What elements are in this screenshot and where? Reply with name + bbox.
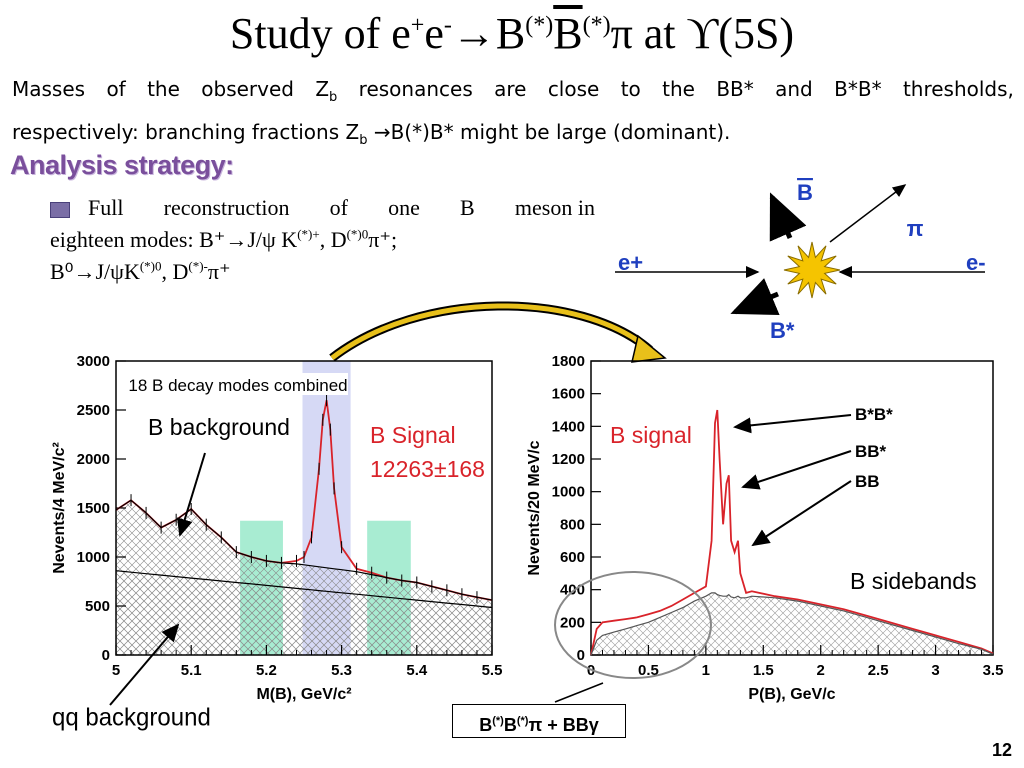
bbstar-pointer (741, 450, 852, 490)
qq-background-hatch (116, 570, 492, 655)
bullet-word: B (460, 195, 475, 220)
x-tick-label: 1 (702, 662, 710, 679)
eminus-label: e- (966, 250, 986, 275)
y-tick-label: 2000 (77, 451, 110, 468)
intro-word: and (775, 77, 813, 101)
bullet-square-icon (50, 201, 70, 218)
y-tick-label: 1000 (552, 484, 585, 501)
analysis-strategy-heading: Analysis strategy: (10, 150, 234, 180)
mass-distribution-chart: 5 5.1 5.2 5.3 5.4 5.5 0 500 1000 1500 2000 2500 3000… (51, 353, 503, 706)
background-pointer-arrow (177, 452, 206, 537)
x-tick-label: 5.5 (482, 662, 503, 679)
x-axis-label: P(B), GeV/c (748, 686, 835, 703)
x-tick-label: 5.3 (331, 662, 352, 679)
intro-word: BB* (716, 77, 754, 101)
bullet-word: Full (50, 192, 123, 224)
x-tick-label: 3.5 (983, 662, 1004, 679)
series-line-0 (590, 409, 994, 656)
y-tick-label: 1200 (552, 451, 585, 468)
zb-symbol: Zb (315, 77, 338, 105)
y-tick-label: 0 (102, 647, 110, 664)
intro-word: are (494, 77, 527, 101)
x-tick-label: 1.5 (753, 662, 774, 679)
x-tick-label: 2.5 (868, 662, 889, 679)
bb-pi-box: B(*)B(*)π + BBγ (452, 704, 626, 738)
eplus-label: e+ (618, 250, 643, 275)
y-tick-label: 200 (560, 614, 585, 631)
bb-label: BB (855, 472, 880, 491)
y-tick-label: 500 (85, 598, 110, 615)
x-tick-label: 5 (112, 662, 120, 679)
y-tick-label: 1600 (552, 386, 585, 403)
intro-word: the (147, 77, 180, 101)
b-background-label: B background (148, 414, 290, 440)
bbar-label: B (797, 180, 813, 205)
intro-word: to (620, 77, 641, 101)
y-axis-label: Nevents/4 MeV/c² (51, 442, 68, 574)
y-tick-label: 1500 (77, 500, 110, 517)
series-line-2 (115, 570, 493, 609)
y-tick-label: 2500 (77, 402, 110, 419)
bb-pointer (751, 480, 852, 547)
b-signal-label: B signal (610, 422, 692, 448)
x-tick-label: 5.1 (181, 662, 202, 679)
bbar-arrow (769, 192, 807, 242)
low-momentum-ellipse (554, 571, 712, 679)
intro-text: Masses of the observed Zb resonances are close t… (12, 72, 1014, 158)
intro-word: the (662, 77, 695, 101)
intro-word: B*B* (834, 77, 882, 101)
intro-word: of (106, 77, 126, 101)
intro-word: close (547, 77, 600, 101)
bstarbstar-label: B*B* (855, 405, 893, 424)
x-tick-label: 2 (817, 662, 825, 679)
b-signal-label: B Signal (370, 422, 456, 448)
bullet-word: of (329, 195, 348, 220)
intro-word: thresholds, (902, 77, 1014, 101)
intro-word: Masses (12, 77, 86, 101)
bstar-arrow (730, 278, 780, 316)
x-tick-label: 3 (931, 662, 939, 679)
y-axis-label: Nevents/20 MeV/c (526, 440, 543, 575)
signal-yield-label: 12263±168 (370, 456, 485, 482)
series-line-1 (590, 592, 994, 656)
intro-word: observed (201, 77, 294, 101)
modes-label-bg (128, 373, 348, 395)
y-tick-label: 800 (560, 516, 585, 533)
bstar-label: B* (770, 318, 795, 343)
y-tick-label: 3000 (77, 353, 110, 370)
ellipse-pointer (554, 682, 604, 703)
x-axis-label: M(B), GeV/c² (256, 686, 351, 703)
slide-title: Study of e+e-→B(*)B(*)π at ϒ(5S) (229, 9, 795, 58)
y-tick-label: 1000 (77, 549, 110, 566)
page-number: 12 (991, 740, 1012, 760)
bullet-word: one (388, 195, 420, 220)
modes-combined-label: 18 B decay modes combined (128, 376, 347, 395)
bstarbstar-pointer (733, 414, 852, 434)
bullet-word: meson in (514, 195, 595, 220)
y-tick-label: 0 (577, 647, 585, 664)
collision-star-icon (783, 241, 841, 299)
background-hatch-area (591, 592, 993, 655)
plot-frame (590, 360, 994, 656)
y-tick-label: 1400 (552, 418, 585, 435)
b-sidebands-label: B sidebands (850, 568, 977, 594)
momentum-distribution-chart: 0 0.5 1 1.5 2 2.5 3 3.5020040060080010001200140… (526, 353, 1004, 703)
decay-diagram: B π e+ e- B* (615, 180, 986, 343)
x-tick-label: 5.2 (256, 662, 277, 679)
y-tick-label: 600 (560, 549, 585, 566)
intro-word: resonances (358, 77, 473, 101)
connector-arrow (329, 301, 667, 363)
qq-background-label: qq background (52, 703, 211, 732)
x-tick-label: 5.4 (406, 662, 428, 679)
y-tick-label: 1800 (552, 353, 585, 370)
qq-pointer-arrow (109, 623, 180, 706)
bullet-word: reconstruction (163, 195, 290, 220)
x-tick-label: 0.5 (638, 662, 659, 679)
bbstar-label: BB* (855, 442, 887, 461)
pion-arrow (829, 184, 907, 243)
pi-label: π (907, 216, 924, 241)
